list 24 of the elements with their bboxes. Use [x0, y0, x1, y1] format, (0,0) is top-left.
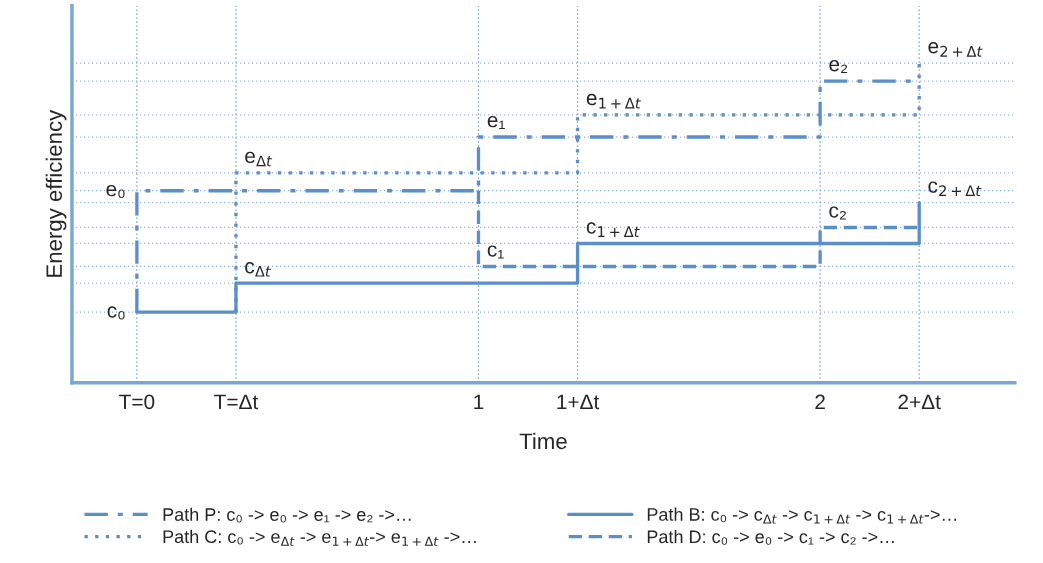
x-tick-label: T=0 — [119, 394, 155, 410]
x-tick-label: 1 — [474, 394, 484, 410]
legend-label: Path B: c₀ -> c$_{Δt}$ -> c$_{1+Δt}$ -> c$_{1+Δt}$->… — [647, 507, 957, 524]
annotation: e₁ — [487, 115, 505, 129]
legend-label: Path D: c₀ -> e₀ -> c₁ -> c₂ ->… — [647, 529, 894, 545]
annotation: e₂ — [829, 59, 848, 73]
annotation: e$_{2+Δt}$ — [928, 42, 983, 57]
annotation: e$_{Δt}$ — [245, 151, 273, 167]
annotation: e₀ — [106, 184, 125, 198]
annotation: c₁ — [487, 245, 504, 259]
legend-label: Path P: c₀ -> e₀ -> e₁ -> e₂ ->… — [163, 507, 411, 523]
annotation: c₂ — [829, 206, 846, 220]
y-axis-title: Energy efficiency — [45, 109, 67, 277]
x-tick-label: T=Δt — [214, 394, 259, 410]
annotation: c$_{2+Δt}$ — [928, 181, 982, 197]
annotation: c₀ — [107, 306, 125, 320]
annotation: e$_{1+Δt}$ — [586, 93, 642, 109]
annotation: c$_{1+Δt}$ — [586, 222, 640, 237]
annotation: c$_{Δt}$ — [245, 261, 272, 277]
x-tick-label: 2+Δt — [898, 394, 941, 410]
x-tick-label: 1+Δt — [557, 394, 600, 410]
legend-label: Path C: c₀ -> e$_{Δt}$ -> e$_{1+Δt}$-> e$_{1+Δt}$ ->… — [163, 529, 476, 546]
x-axis-title: Time — [519, 432, 567, 450]
x-tick-label: 2 — [815, 394, 825, 410]
